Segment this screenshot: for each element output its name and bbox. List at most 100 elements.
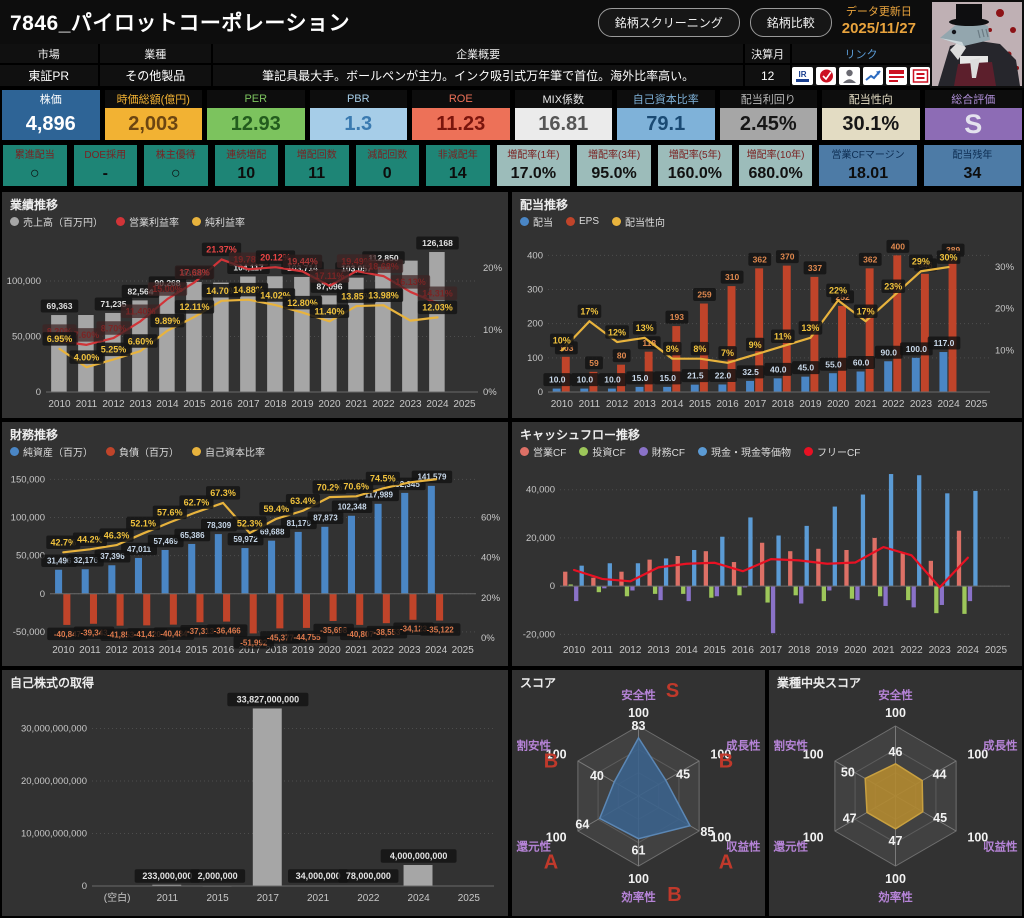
legend-item[interactable]: 財務CF (638, 444, 685, 459)
svg-text:2020: 2020 (844, 645, 867, 656)
svg-text:34,000,000: 34,000,000 (296, 871, 341, 881)
svg-text:2024: 2024 (937, 399, 960, 410)
tile-label: DOE採用 (84, 149, 127, 161)
svg-text:2019: 2019 (816, 645, 839, 656)
svg-text:2020: 2020 (318, 399, 341, 410)
svg-text:2025: 2025 (452, 645, 475, 656)
svg-text:12%: 12% (608, 327, 626, 337)
tile-mix: MIX係数 16.81 (514, 90, 612, 140)
svg-text:40%: 40% (481, 553, 501, 564)
svg-text:55.0: 55.0 (825, 359, 842, 369)
svg-text:12.11%: 12.11% (179, 302, 209, 312)
legend-item[interactable]: 営業利益率 (116, 214, 179, 229)
finance-chart-panel[interactable]: -50,000 0 50,000 100,000 150,000 0% 20% 40% 60% 2… (0, 420, 510, 668)
yutai-link-icon[interactable] (909, 66, 930, 85)
svg-text:還元性: 還元性 (774, 840, 809, 854)
tile-value: 12.93 (207, 108, 305, 140)
legend-item[interactable]: 純資産（百万） (10, 444, 93, 459)
legend-item[interactable]: フリーCF (804, 444, 860, 459)
svg-text:42.7%: 42.7% (51, 538, 77, 548)
tile-value: 680.0% (748, 164, 803, 182)
cashflow-chart-panel[interactable]: -20,000 0 20,000 40,000 2010 2011 2012 2013 2014… (510, 420, 1024, 668)
minkabu-link-icon[interactable] (886, 66, 907, 85)
svg-text:2017: 2017 (257, 893, 280, 904)
legend-item[interactable]: 営業CF (520, 444, 566, 459)
legend-item[interactable]: EPS (566, 216, 599, 227)
svg-text:32.5: 32.5 (742, 367, 759, 377)
summary-header: 企業概要 (212, 44, 744, 65)
tile-increase-rate-3y: 増配率(3年) 95.0% (577, 145, 651, 186)
svg-text:337: 337 (808, 263, 822, 273)
tile-label: ROE (412, 90, 510, 108)
tile-consecutive-increase: 連続増配 10 (214, 145, 278, 186)
svg-text:21.5: 21.5 (687, 371, 704, 381)
compare-button[interactable]: 銘柄比較 (749, 7, 832, 37)
legend-item[interactable]: 売上高（百万円） (10, 214, 103, 229)
stock-chart-link-icon[interactable] (862, 66, 883, 85)
dividend-chart-panel[interactable]: 0 100 200 300 400 10% 20% 30% 2010 2011 2012 2013 20… (510, 190, 1024, 420)
buyback-chart-panel[interactable]: 0 10,000,000,000 20,000,000,000 30,000,000,… (0, 668, 510, 918)
svg-text:45: 45 (676, 767, 690, 781)
svg-text:2014: 2014 (661, 399, 684, 410)
legend-dot (192, 217, 201, 226)
svg-text:2025: 2025 (965, 399, 988, 410)
svg-text:17.11%: 17.11% (314, 271, 344, 281)
svg-text:2010: 2010 (52, 645, 75, 656)
tile-label: 増配率(3年) (587, 149, 641, 161)
svg-text:成長性: 成長性 (726, 739, 761, 753)
svg-text:400: 400 (891, 241, 905, 251)
svg-text:2013: 2013 (129, 399, 152, 410)
svg-text:20,000,000,000: 20,000,000,000 (21, 776, 87, 787)
svg-text:2022: 2022 (372, 399, 395, 410)
tile-dividend-yield: 配当利回り 2.45% (719, 90, 817, 140)
svg-text:20%: 20% (483, 263, 503, 274)
svg-text:-45,377: -45,377 (267, 633, 295, 642)
score-radar-chart: 100 83 安全性 S 100 45 成長性 B 100 85 収益性 A 100 61 効率性 B 100 6… (512, 670, 765, 916)
legend-item[interactable]: 負債（百万） (106, 444, 179, 459)
svg-text:100: 100 (803, 748, 824, 762)
legend-item[interactable]: 純利益率 (192, 214, 245, 229)
legend-item[interactable]: 投資CF (579, 444, 626, 459)
svg-text:(空白): (空白) (104, 891, 131, 904)
legend-item[interactable]: 自己資本比率 (192, 444, 265, 459)
svg-text:B: B (544, 751, 558, 773)
tile-stock-price: 株価 4,896 (2, 90, 100, 140)
svg-text:2019: 2019 (291, 399, 314, 410)
svg-text:44.2%: 44.2% (77, 535, 103, 545)
svg-text:22%: 22% (829, 286, 847, 296)
svg-text:45: 45 (933, 811, 947, 825)
legend-item[interactable]: 現金・現金等価物 (698, 444, 791, 459)
svg-text:389: 389 (946, 245, 960, 255)
tile-label: 非減配年 (437, 149, 478, 161)
top-area: 7846_パイロットコーポレーション 銘柄スクリーニング 銘柄比較 データ更新日… (0, 0, 1024, 88)
legend-item[interactable]: 配当 (520, 214, 553, 229)
ir-bank-link-icon[interactable]: IR (792, 66, 813, 85)
analyst-link-icon[interactable] (839, 66, 860, 85)
legend-item[interactable]: 配当性向 (612, 214, 665, 229)
svg-text:9%: 9% (749, 340, 762, 350)
svg-text:13%: 13% (801, 323, 819, 333)
svg-text:10.0: 10.0 (577, 375, 594, 385)
tile-label: 減配回数 (367, 149, 408, 161)
svg-text:37,396: 37,396 (100, 552, 125, 561)
svg-text:100: 100 (967, 748, 988, 762)
svg-text:80: 80 (617, 351, 627, 361)
svg-text:100: 100 (527, 353, 543, 364)
tile-ocf-margin: 営業CFマージン 18.01 (819, 145, 917, 186)
kabutan-link-icon[interactable] (815, 66, 836, 85)
svg-text:2013: 2013 (647, 645, 670, 656)
svg-text:61: 61 (632, 844, 646, 858)
svg-text:20.12%: 20.12% (260, 252, 291, 262)
screening-button[interactable]: 銘柄スクリーニング (597, 7, 740, 37)
svg-text:59,972: 59,972 (233, 535, 258, 544)
svg-text:2017: 2017 (760, 645, 783, 656)
industry-radar-panel[interactable]: 100 46 安全性 100 44 成長性 100 45 収益性 100 47 効率性 100 47 還元性… (767, 668, 1024, 918)
svg-text:効率性: 効率性 (878, 890, 913, 904)
tile-value: 11 (308, 164, 326, 182)
svg-text:2024: 2024 (425, 645, 448, 656)
industry-radar-chart: 100 46 安全性 100 44 成長性 100 45 収益性 100 47 効率性 100 47 還元性… (769, 670, 1022, 916)
score-radar-panel[interactable]: 100 83 安全性 S 100 45 成長性 B 100 85 収益性 A 100 61 効率性 B 100 6… (510, 668, 767, 918)
performance-chart-panel[interactable]: 0 50,000 100,000 0% 10% 20% 2010 2011 2012 2013 20… (0, 190, 510, 420)
svg-text:20%: 20% (481, 593, 501, 604)
